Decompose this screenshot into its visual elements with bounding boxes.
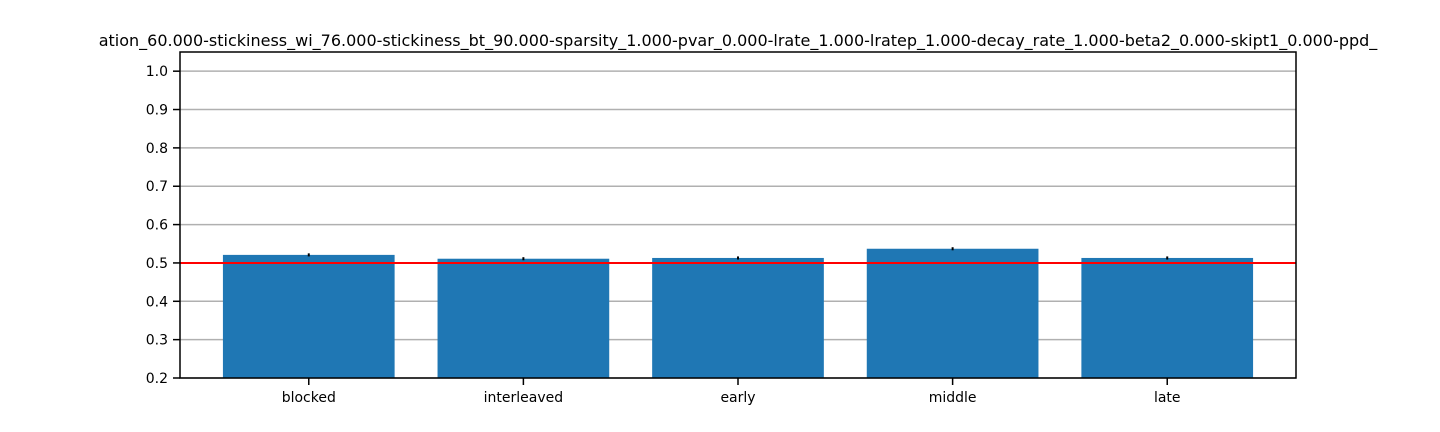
x-tick-label-late: late xyxy=(1154,390,1181,406)
x-tick-label-blocked: blocked xyxy=(282,390,336,406)
y-tick-label: 0.2 xyxy=(146,371,168,387)
y-tick-label: 0.5 xyxy=(146,256,168,272)
y-tick-label: 0.9 xyxy=(146,103,168,119)
bar-late xyxy=(1081,257,1254,378)
y-tick-label: 0.7 xyxy=(146,179,168,195)
chart-title: ation_60.000-stickiness_wi_76.000-sticki… xyxy=(99,31,1379,51)
y-tick-label: 0.4 xyxy=(146,294,168,310)
y-tick-label: 0.6 xyxy=(146,218,168,234)
bar-middle xyxy=(866,248,1039,378)
bar-interleaved xyxy=(437,258,610,378)
x-tick-label-interleaved: interleaved xyxy=(484,390,564,406)
bar-blocked xyxy=(222,254,395,378)
bars xyxy=(222,248,1254,378)
y-tick-label: 0.3 xyxy=(146,333,168,349)
bar-early xyxy=(652,257,824,378)
x-tick-label-early: early xyxy=(720,390,755,406)
x-axis-ticks: blocked interleaved early middle late xyxy=(282,378,1181,406)
x-tick-label-middle: middle xyxy=(929,390,977,406)
y-axis-ticks: 0.2 0.3 0.4 0.5 0.6 0.7 0.8 0.9 1.0 xyxy=(146,64,180,387)
y-tick-label: 1.0 xyxy=(146,64,168,80)
error-bars xyxy=(307,247,1169,261)
y-tick-label: 0.8 xyxy=(146,141,168,157)
